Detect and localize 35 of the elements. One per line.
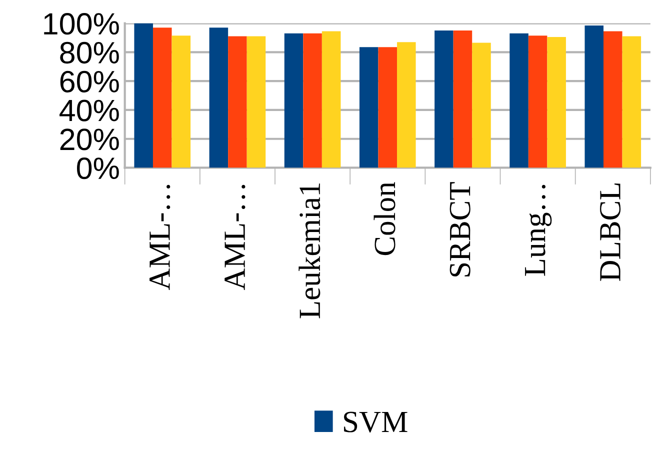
x-tick-label: AML-… — [224, 184, 246, 290]
x-tick-label: AML-… — [150, 184, 170, 290]
bar — [303, 33, 322, 168]
bar — [359, 47, 378, 168]
x-tick-label: Leukemia1 — [298, 183, 320, 318]
y-tick-label: 0% — [77, 157, 119, 180]
bar — [228, 36, 247, 168]
x-tick-label: Colon — [374, 182, 396, 256]
bar — [172, 36, 191, 168]
y-tick-label: 40% — [60, 100, 119, 122]
legend-label: SVM — [344, 412, 408, 432]
bar — [209, 28, 228, 168]
y-tick-label: 100% — [44, 13, 119, 35]
y-tick-label: 60% — [60, 70, 119, 92]
x-tick-label: Lung… — [525, 184, 552, 276]
bar — [472, 42, 491, 168]
bar — [134, 23, 153, 168]
bar — [584, 25, 604, 168]
bar — [322, 31, 341, 168]
bar — [246, 36, 266, 168]
bar — [622, 36, 642, 168]
bar — [453, 30, 472, 168]
bar — [152, 28, 172, 168]
y-tick-label: 80% — [60, 42, 119, 64]
bar — [547, 37, 566, 168]
x-tick-label: SRBCT — [450, 182, 470, 276]
bar — [510, 33, 528, 168]
bar — [604, 31, 622, 168]
bar — [378, 47, 398, 168]
x-tick-label: DLBCL — [600, 183, 621, 281]
bar — [397, 42, 416, 168]
y-tick-label: 20% — [60, 128, 119, 150]
bar — [284, 33, 304, 168]
bar — [434, 30, 454, 168]
bar — [528, 36, 548, 168]
